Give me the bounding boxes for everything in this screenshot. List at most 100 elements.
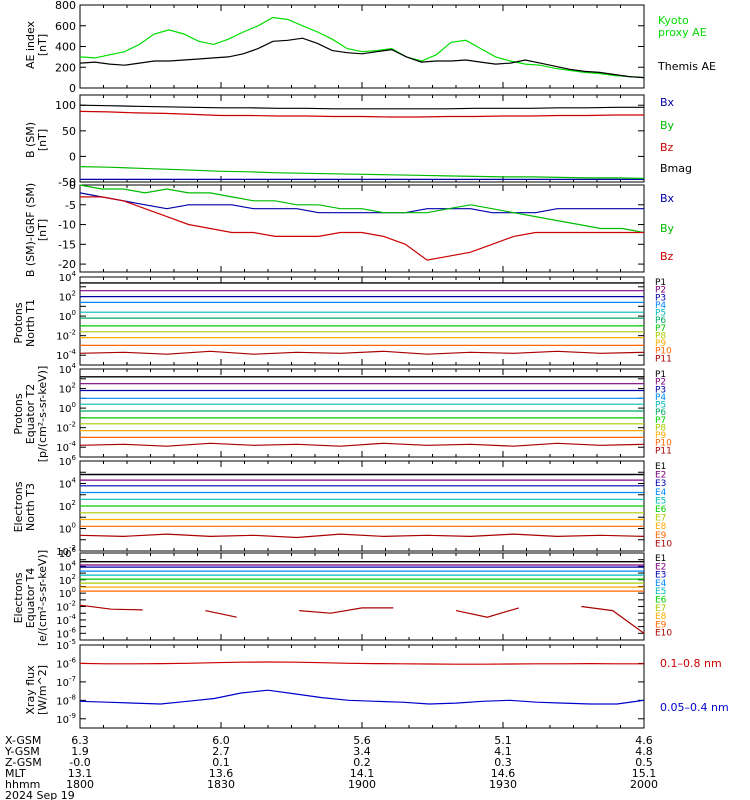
channel-label-e7: E7: [655, 514, 666, 524]
panel-legends: Kyoto proxy AE Themis AE Bx By Bz Bmag B…: [657, 14, 729, 714]
y-tick-label: -20: [58, 258, 76, 271]
legend-b-by: By: [660, 119, 675, 132]
panel-p-north: 10-4 10-2 100 102 104 P1P2P3P4P5P6P7P8P9P10P1…: [56, 270, 672, 366]
ylabel-e1-line2: North T3: [24, 483, 37, 531]
y-tick-label: 0: [69, 179, 76, 192]
ylabel-e2-line1: Electrons: [12, 572, 25, 623]
y-tick-label: 104: [59, 270, 77, 284]
channel-label-p11: P11: [655, 354, 672, 364]
channel-label-e10: E10: [655, 539, 672, 549]
legend-kyoto-line2: proxy AE: [658, 26, 707, 39]
y-tick-label: 100: [55, 99, 76, 112]
channel-label-e4: E4: [655, 579, 667, 589]
axis-value: 1.9: [71, 745, 89, 758]
y-tick-label: 100: [59, 522, 76, 536]
channel-line-p11: [79, 442, 645, 447]
series-line-bmag: [79, 104, 644, 110]
y-tick-label: -15: [58, 238, 76, 251]
series-line-by: [79, 184, 645, 234]
legend-themis-ae: Themis AE: [657, 60, 716, 73]
channel-label-p4: P4: [655, 393, 666, 403]
panel-xray: 10-9 10-8 10-7 10-6 10-5: [56, 638, 645, 729]
legend-db-bz: Bz: [660, 250, 674, 263]
row-name-xgsm: X-GSM: [5, 734, 41, 747]
channel-label-p11: P11: [655, 446, 672, 456]
axis-value: 1930: [489, 778, 517, 791]
ylabel-b-line2: [nT]: [36, 129, 49, 151]
axis-date: 2024 Sep 19: [5, 789, 75, 800]
channel-label-e3: E3: [655, 479, 666, 489]
series-line-bz: [80, 196, 644, 261]
ylabel-e2-line3: [e/(cm²-s-sr-keV)]: [36, 550, 49, 646]
axis-value: 15.1: [632, 767, 657, 780]
channel-line-e10: [79, 604, 645, 634]
series-line-bx: [79, 192, 644, 214]
y-tick-label: 50: [62, 125, 76, 138]
panel-frame-db: [79, 184, 645, 273]
axis-value: 5.1: [494, 734, 512, 747]
axis-value: 5.6: [353, 734, 371, 747]
panel-frame-e-equator: [79, 552, 645, 641]
axis-value: 4.6: [635, 734, 653, 747]
channel-label-e1: E1: [655, 554, 666, 564]
orbit-time-axis: X-GSM Y-GSM Z-GSM MLT hhmm 2024 Sep 19 6…: [4, 734, 658, 800]
y-tick-label: 100: [59, 586, 76, 600]
channel-label-e5: E5: [655, 496, 666, 506]
channel-label-e2: E2: [655, 562, 666, 572]
y-tick-label: 10-6: [56, 626, 76, 640]
channel-label-p1: P1: [655, 278, 666, 288]
ylabel-p1-line2: North T1: [24, 299, 37, 347]
axis-value: 2.7: [212, 745, 230, 758]
ylabel-db-line2: [nT]: [36, 219, 49, 241]
y-tick-label: 0: [69, 82, 76, 95]
channel-label-p5: P5: [655, 309, 666, 319]
panel-frame-xray: [79, 644, 645, 729]
y-tick-label: 10-4: [56, 613, 76, 627]
y-tick-label: 400: [55, 41, 76, 54]
ylabel-e2-line2: Equator T4: [24, 568, 37, 628]
axis-value: 0.1: [212, 756, 230, 769]
y-tick-label: 10-9: [56, 712, 76, 726]
ylabel-p2-line1: Protons: [12, 393, 25, 434]
channel-label-p7: P7: [655, 416, 666, 426]
panel-ae: 0 200 400 600 800: [55, 0, 645, 95]
y-tick-label: 104: [59, 362, 77, 376]
y-tick-label: 10-2: [56, 421, 76, 435]
y-tick-label: 100: [59, 309, 76, 323]
row-name-ygsm: Y-GSM: [4, 745, 40, 758]
axis-value: 14.1: [350, 767, 375, 780]
channel-label-p1: P1: [655, 370, 666, 380]
series-line-0-1-0-8-nm: [79, 661, 644, 665]
channel-label-p6: P6: [655, 316, 666, 326]
channel-label-e9: E9: [655, 531, 667, 541]
ylabel-p1-line1: Protons: [12, 302, 25, 343]
y-tick-label: 106: [59, 546, 77, 560]
legend-b-bz: Bz: [660, 141, 674, 154]
axis-value: -0.0: [69, 756, 90, 769]
axis-value: 1900: [348, 778, 376, 791]
channel-label-p10: P10: [655, 347, 672, 357]
y-tick-label: 600: [55, 20, 76, 33]
series-line-themis-ae: [79, 37, 645, 79]
axis-value: 6.0: [212, 734, 230, 747]
channel-label-e6: E6: [655, 505, 667, 515]
panel-b: -500 50 100: [55, 94, 645, 189]
legend-b-bx: Bx: [660, 96, 675, 109]
y-tick-label: 10-5: [56, 638, 76, 652]
ylabel-xray-line2: [W/m^2]: [36, 665, 49, 715]
channel-label-p3: P3: [655, 385, 666, 395]
panel-stack: 0200400600800-50050100-20-15-10-5010-410…: [55, 0, 672, 729]
axis-value: 0.3: [494, 756, 512, 769]
channel-label-p7: P7: [655, 324, 666, 334]
channel-label-e8: E8: [655, 522, 667, 532]
panel-p-equator: 10-4 10-2 100 102 104 P1P2P3P4P5P6P7P8P9P10P1…: [56, 362, 672, 458]
y-tick-label: -50: [58, 176, 76, 189]
ylabel-ae-line1: AE index: [24, 20, 37, 69]
y-tick-label: 106: [59, 454, 77, 468]
channel-label-p2: P2: [655, 378, 666, 388]
y-tick-label: 10-8: [56, 693, 76, 707]
channel-label-e6: E6: [655, 596, 667, 606]
